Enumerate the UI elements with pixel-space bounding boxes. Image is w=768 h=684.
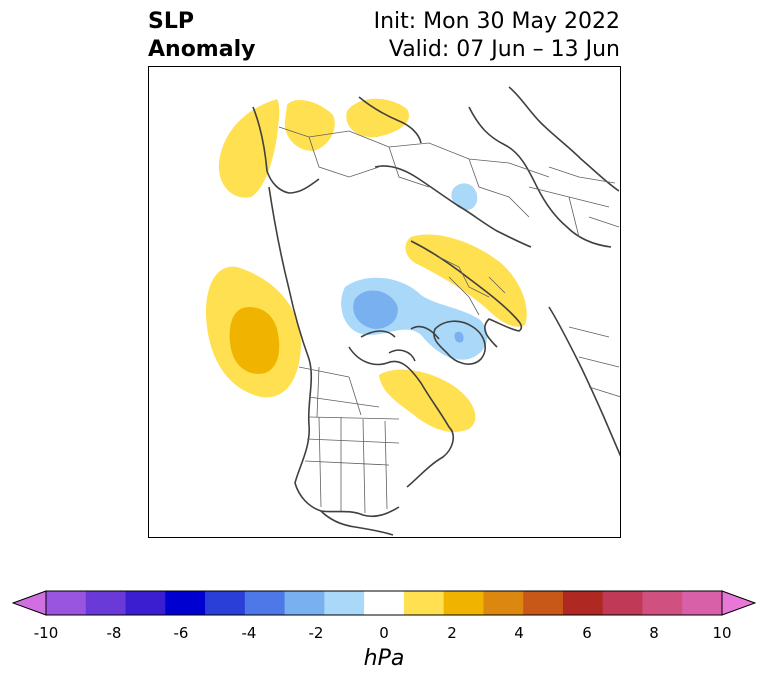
colorbar-cells (46, 591, 723, 615)
coast-arctic-archipelago (360, 325, 440, 362)
border-network-north (278, 126, 550, 218)
border-network-africa (568, 326, 620, 398)
coast-europe (410, 240, 523, 348)
tick-label: -4 (241, 624, 257, 642)
colorbar-cell (403, 591, 445, 615)
strong-negative-anomaly-arctic (353, 290, 398, 329)
colorbar-cell (244, 591, 286, 615)
colorbar-cell (642, 591, 683, 615)
title-line-2: Anomaly (148, 37, 256, 62)
coast-africa-mideast (548, 306, 620, 457)
tick-label: -2 (308, 624, 324, 642)
colorbar-cell (165, 591, 206, 615)
coast-greenland (433, 320, 486, 365)
negative-anomaly-siberia (451, 183, 478, 211)
colorbar-cell (562, 591, 604, 615)
colorbar-min-extension (11, 590, 47, 616)
strong-negative-anomaly-small (454, 331, 464, 343)
coast-alaska (252, 106, 320, 194)
tick-label: 4 (514, 624, 524, 642)
coast-asia-north (374, 165, 532, 248)
init-date: Init: Mon 30 May 2022 (373, 9, 620, 34)
colorbar-tick-labels: -10 -8 -6 -4 -2 0 2 4 6 8 10 (0, 624, 768, 644)
colorbar-cell (85, 591, 127, 615)
colorbar-cell (284, 591, 325, 615)
tick-label: 2 (447, 624, 457, 642)
tick-label: -8 (106, 624, 122, 642)
coast-kamchatka (358, 96, 422, 144)
coast-central-america (320, 510, 394, 536)
positive-anomaly-east-siberia (346, 98, 409, 138)
colorbar-cell (523, 591, 564, 615)
tick-label: -6 (173, 624, 189, 642)
tick-label: 6 (582, 624, 592, 642)
political-borders (278, 126, 620, 514)
map-canvas (206, 86, 620, 536)
colorbar-cell (682, 591, 723, 615)
tick-label: 8 (649, 624, 659, 642)
colorbar-cell (324, 591, 365, 615)
valid-range: Valid: 07 Jun – 13 Jun (388, 37, 620, 62)
colorbar-cell (483, 591, 524, 615)
coast-east-asia-pacific (508, 86, 620, 192)
anomaly-shading (206, 98, 527, 432)
positive-anomaly-siberia (284, 100, 335, 151)
tick-label: 10 (712, 624, 732, 642)
colorbar (11, 590, 757, 624)
border-network-us (304, 416, 400, 514)
colorbar-cell (46, 591, 87, 615)
colorbar-cell (602, 591, 643, 615)
positive-anomaly-canada (379, 369, 476, 432)
date-info: Init: Mon 30 May 2022 Valid: 07 Jun – 13… (374, 8, 620, 64)
colorbar-cell (205, 591, 246, 615)
tick-label: -10 (33, 624, 59, 642)
border-network-canada (298, 366, 380, 418)
colorbar-max-extension (721, 590, 757, 616)
colorbar-cell (125, 591, 166, 615)
title-line-1: SLP (148, 9, 194, 34)
colorbar-frame (45, 590, 723, 616)
colorbar-cell (443, 591, 484, 615)
map-title: SLP Anomaly (148, 8, 255, 64)
coast-north-america-west (268, 186, 400, 518)
tick-label: 0 (379, 624, 389, 642)
coast-hudson-bay (348, 346, 455, 488)
colorbar-svg (11, 590, 757, 616)
anomaly-map (148, 66, 621, 538)
strong-positive-anomaly-pacific (229, 307, 280, 374)
positive-anomaly-alaska (218, 99, 280, 198)
border-network-asia (528, 166, 620, 238)
colorbar-units: hPa (363, 646, 405, 671)
colorbar-cell (364, 591, 405, 615)
border-network-europe (438, 256, 506, 316)
